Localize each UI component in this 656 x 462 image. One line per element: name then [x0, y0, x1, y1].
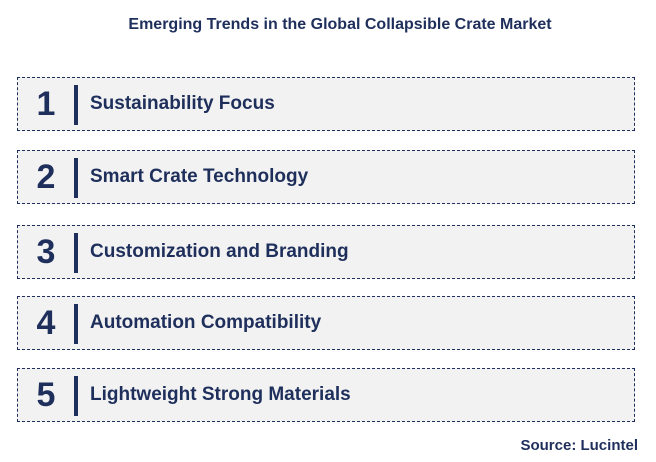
trend-label: Automation Compatibility — [90, 312, 322, 333]
divider-bar — [74, 85, 78, 125]
trend-number: 5 — [36, 375, 56, 414]
trend-number: 1 — [36, 84, 56, 123]
trend-row-5: 5 Lightweight Strong Materials — [17, 368, 635, 422]
divider-bar — [74, 304, 78, 344]
trend-row-1: 1 Sustainability Focus — [17, 77, 635, 131]
trend-label: Smart Crate Technology — [90, 166, 309, 187]
divider-bar — [74, 233, 78, 273]
trend-number: 4 — [36, 303, 56, 342]
trend-label: Lightweight Strong Materials — [90, 384, 351, 405]
trend-row-4: 4 Automation Compatibility — [17, 296, 635, 350]
page-title: Emerging Trends in the Global Collapsibl… — [128, 16, 552, 33]
trend-row-3: 3 Customization and Branding — [17, 225, 635, 279]
divider-bar — [74, 376, 78, 416]
source-credit: Source: Lucintel — [520, 437, 638, 454]
trend-label: Sustainability Focus — [90, 93, 275, 114]
trend-row-2: 2 Smart Crate Technology — [17, 150, 635, 204]
trend-number: 2 — [36, 157, 56, 196]
divider-bar — [74, 158, 78, 198]
trend-label: Customization and Branding — [90, 241, 349, 262]
trend-number: 3 — [36, 232, 56, 271]
